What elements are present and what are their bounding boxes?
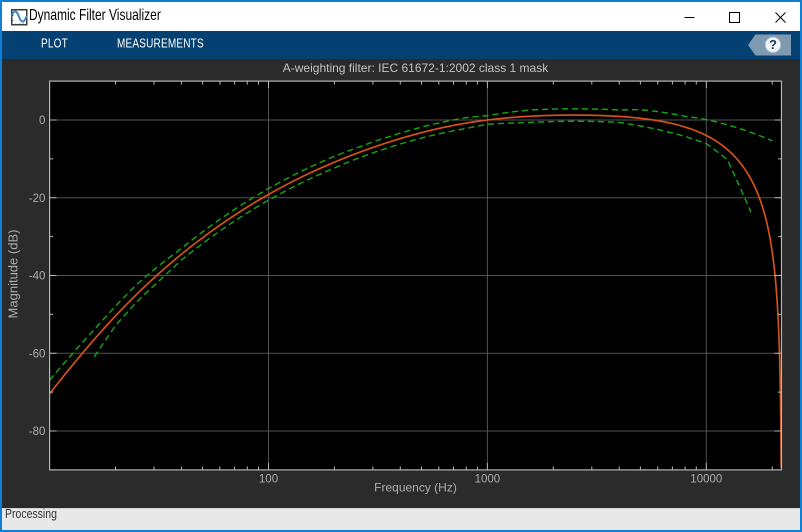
- svg-text:A-weighting filter: IEC 61672-: A-weighting filter: IEC 61672-1:2002 cla…: [283, 61, 549, 75]
- svg-text:-40: -40: [29, 271, 46, 283]
- svg-text:100: 100: [259, 474, 278, 486]
- svg-text:-80: -80: [29, 426, 46, 438]
- svg-text:1000: 1000: [475, 474, 501, 486]
- svg-text:Magnitude (dB): Magnitude (dB): [6, 230, 21, 319]
- svg-text:10000: 10000: [690, 474, 722, 486]
- svg-text:-20: -20: [29, 193, 46, 205]
- svg-text:-60: -60: [29, 348, 46, 360]
- svg-text:?: ?: [769, 37, 777, 52]
- svg-text:0: 0: [39, 115, 45, 127]
- svg-text:Frequency (Hz): Frequency (Hz): [374, 481, 457, 495]
